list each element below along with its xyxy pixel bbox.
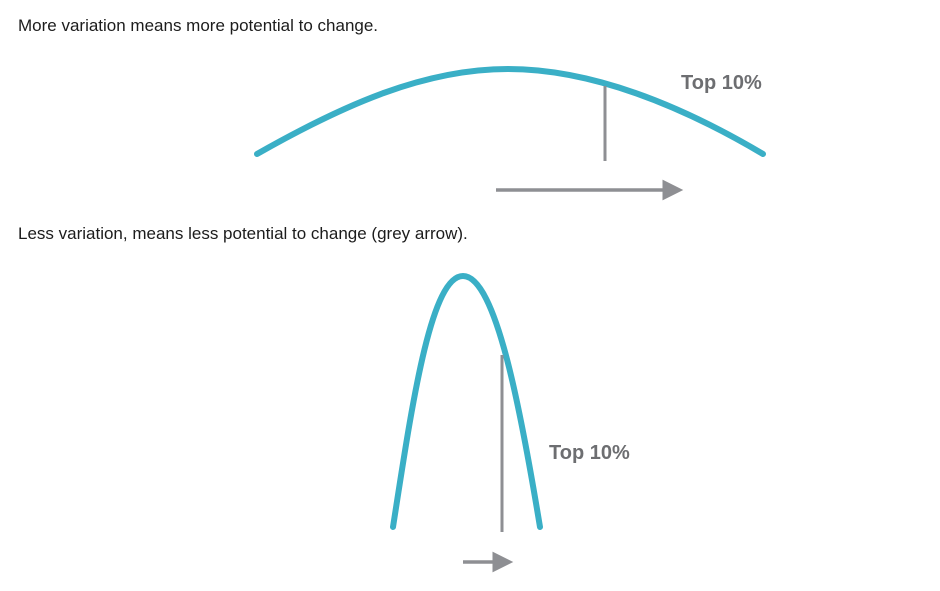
caption-more-variation: More variation means more potential to c… (18, 16, 379, 35)
top-10-label-upper: Top 10% (681, 72, 762, 94)
narrow-bell-curve (390, 273, 543, 530)
narrow-distribution-diagram: Top 10% (390, 273, 630, 573)
top-10-label-lower: Top 10% (549, 442, 630, 464)
wide-distribution-diagram: Top 10% (254, 66, 766, 201)
caption-less-variation: Less variation, means less potential to … (18, 224, 468, 243)
wide-bell-curve (254, 66, 766, 157)
